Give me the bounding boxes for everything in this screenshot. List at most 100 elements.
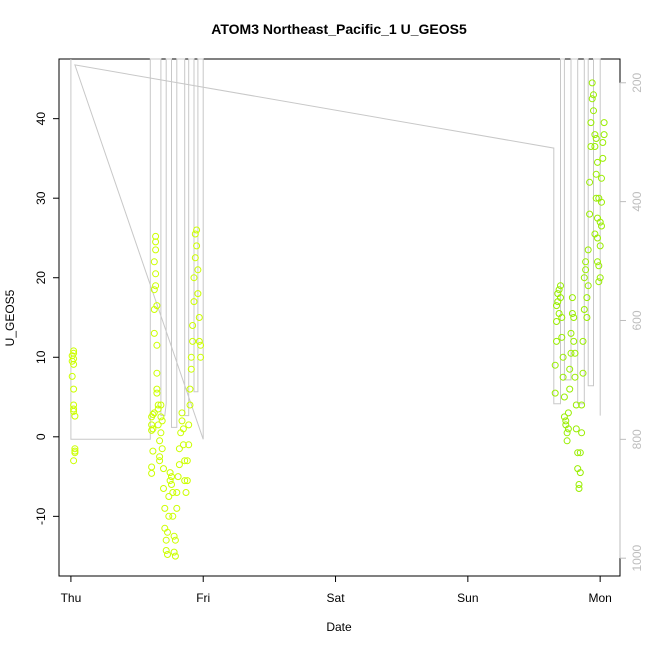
- data-point: [183, 477, 191, 485]
- data-point: [148, 469, 156, 477]
- data-point: [594, 258, 601, 266]
- y-tick-label: 0: [34, 433, 48, 440]
- data-point: [574, 449, 582, 457]
- data-point: [70, 347, 78, 355]
- data-point: [572, 425, 580, 433]
- data-point: [575, 485, 583, 492]
- data-point: [194, 290, 202, 298]
- x-axis-label: Date: [326, 620, 352, 634]
- data-point: [70, 385, 78, 393]
- y-tick-label: 40: [34, 112, 48, 126]
- data-point: [149, 447, 157, 455]
- data-point: [153, 385, 161, 393]
- data-point: [166, 477, 174, 485]
- data-point: [175, 445, 183, 453]
- data-point: [160, 485, 167, 492]
- data-point: [555, 286, 563, 294]
- data-point: [150, 286, 158, 294]
- data-point: [150, 409, 158, 417]
- data-point: [164, 551, 171, 558]
- data-point: [169, 489, 177, 496]
- data-point: [568, 310, 576, 317]
- data-point: [595, 262, 603, 270]
- data-point: [149, 411, 157, 418]
- data-point: [599, 139, 607, 146]
- data-point: [553, 302, 560, 310]
- data-point: [178, 417, 186, 425]
- data-point: [152, 270, 160, 278]
- data-point: [195, 337, 203, 345]
- data-point: [563, 437, 571, 445]
- data-point: [587, 143, 595, 150]
- data-point: [599, 154, 607, 162]
- data-point: [590, 91, 597, 99]
- data-point: [576, 469, 584, 477]
- data-point: [173, 489, 181, 496]
- data-point: [71, 445, 79, 453]
- data-point: [162, 547, 170, 554]
- data-point: [560, 413, 568, 421]
- data-point: [150, 329, 158, 337]
- data-point: [181, 457, 189, 465]
- data-point: [161, 504, 169, 512]
- data-point: [572, 401, 580, 409]
- data-point: [586, 210, 594, 218]
- data-point: [193, 242, 201, 250]
- data-point: [187, 365, 195, 373]
- data-point: [179, 425, 187, 433]
- y-tick-label: 30: [34, 191, 48, 205]
- data-point: [592, 135, 600, 142]
- data-point: [560, 393, 568, 401]
- data-point: [570, 314, 578, 321]
- data-point: [579, 337, 587, 345]
- data-point: [557, 282, 564, 290]
- data-point: [170, 532, 178, 540]
- right-tick-label: 400: [630, 191, 644, 211]
- data-point: [197, 341, 205, 349]
- data-point: [173, 504, 181, 512]
- data-point: [70, 407, 78, 415]
- data-point: [579, 369, 587, 377]
- data-point: [563, 429, 571, 437]
- data-point: [187, 353, 195, 361]
- data-point: [153, 341, 161, 349]
- data-point: [156, 437, 164, 445]
- data-point: [148, 426, 156, 434]
- data-point: [551, 361, 559, 369]
- data-point: [181, 477, 189, 485]
- data-point: [157, 401, 165, 409]
- pressure-line: [70, 58, 601, 440]
- data-point: [558, 333, 566, 341]
- data-point: [153, 369, 161, 377]
- data-point: [153, 389, 161, 397]
- data-point: [553, 337, 560, 345]
- data-point: [583, 294, 591, 302]
- data-point: [153, 302, 161, 310]
- data-point: [178, 409, 186, 417]
- points-layer: [68, 79, 608, 560]
- data-point: [165, 493, 173, 500]
- data-point: [71, 412, 79, 420]
- data-point: [156, 453, 164, 461]
- data-point: [190, 298, 198, 306]
- data-point: [584, 282, 592, 290]
- data-point: [587, 119, 595, 127]
- data-point: [70, 457, 78, 465]
- data-point: [154, 401, 162, 409]
- data-point: [170, 548, 178, 556]
- data-point: [559, 353, 567, 361]
- data-point: [566, 385, 574, 393]
- data-point: [598, 222, 605, 230]
- data-point: [152, 282, 160, 290]
- data-point: [185, 421, 193, 429]
- data-point: [189, 337, 197, 345]
- data-point: [70, 405, 78, 413]
- data-point: [591, 131, 599, 139]
- data-point: [594, 158, 601, 166]
- data-point: [179, 441, 187, 449]
- data-point: [596, 242, 604, 250]
- data-point: [191, 230, 199, 238]
- data-point: [559, 373, 567, 381]
- data-point: [154, 421, 162, 429]
